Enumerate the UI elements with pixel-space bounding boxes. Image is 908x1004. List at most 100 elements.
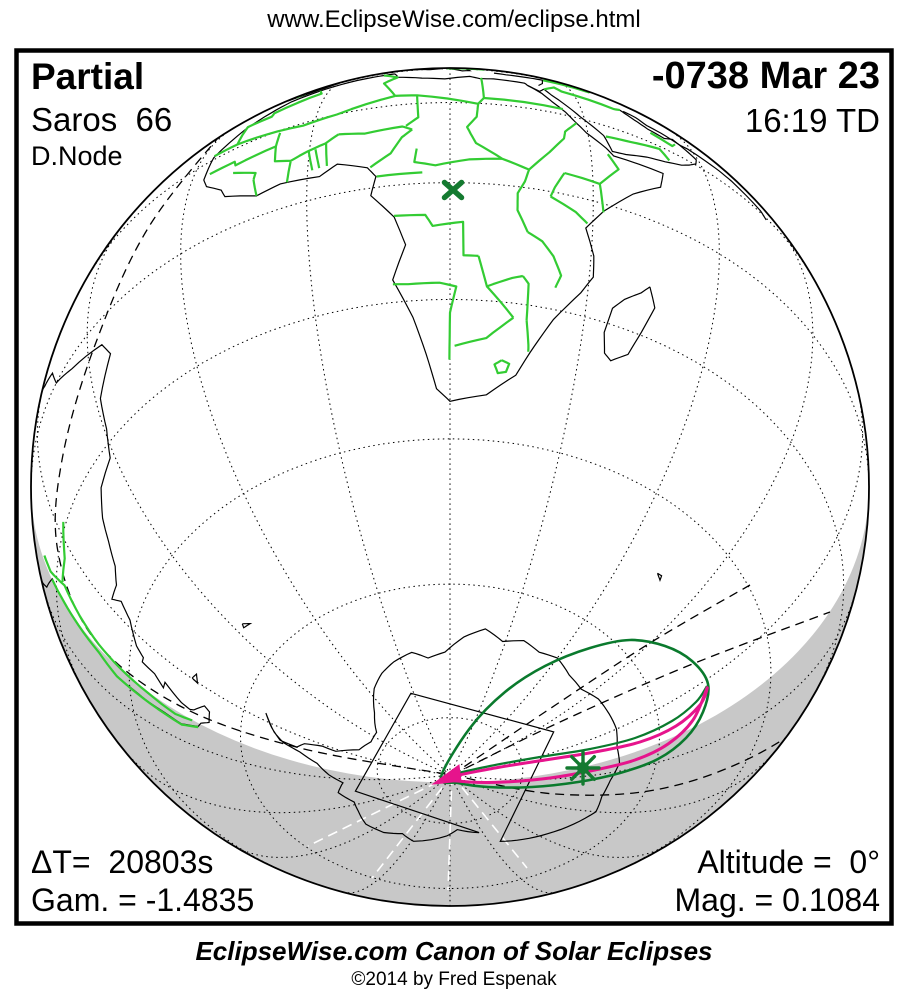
country-border-path [527, 231, 563, 289]
country-border-path [394, 213, 479, 257]
country-border-path [307, 151, 314, 171]
parallel-line [31, 182, 869, 488]
meridian-line [343, 774, 451, 894]
coastline-path [265, 628, 621, 843]
coastline-path [603, 286, 656, 362]
map-frame-border [14, 48, 894, 926]
country-border-path [516, 169, 531, 233]
eclipse-time: 16:19 TD [744, 102, 880, 139]
country-border-path [392, 281, 458, 360]
country-border-path [338, 125, 413, 136]
coastline-path [241, 623, 253, 629]
night-side-dashed-line [451, 774, 528, 869]
meridian-line [449, 128, 720, 776]
country-border-path [493, 359, 511, 375]
graticule [31, 68, 869, 906]
country-border-path [237, 94, 396, 146]
meridian-line [180, 128, 451, 776]
country-border-path [477, 255, 524, 288]
altitude-value: Altitude = 0° [697, 844, 880, 880]
country-border-path [605, 135, 671, 162]
meridian-line [449, 394, 864, 776]
country-border-path [649, 131, 676, 148]
country-border-path [252, 179, 258, 197]
eclipse-limit-dashed-line [451, 611, 831, 776]
meridian-line [86, 230, 451, 776]
night-side-dashed-line [447, 774, 453, 891]
country-border-path [483, 96, 564, 111]
country-border-path [61, 521, 66, 583]
country-border-path [413, 148, 503, 167]
meridian-line [449, 82, 594, 776]
coastline-path [493, 72, 544, 81]
country-border-path [543, 86, 621, 112]
subsolar-x-marker [441, 179, 465, 201]
parallel-line [239, 583, 661, 889]
country-border-path [454, 316, 515, 347]
coastline-path [527, 85, 545, 93]
header-url: www.EclipseWise.com/eclipse.html [267, 6, 641, 33]
coastline-path [538, 80, 544, 87]
delta-t-value: ΔT= 20803s [31, 844, 214, 880]
meridian-line [449, 749, 777, 814]
coastline-path [191, 672, 199, 685]
coastline-path [622, 110, 767, 221]
country-border-path [599, 153, 620, 185]
country-border-path [376, 171, 423, 178]
meridian-line [306, 82, 451, 776]
country-border-path [369, 128, 413, 169]
parallel-line [55, 298, 845, 689]
penumbra-inner-curve [444, 685, 708, 778]
country-border-path [598, 183, 605, 213]
country-border-path [233, 171, 257, 181]
meridian-line [449, 230, 814, 776]
country-border-path [550, 195, 589, 225]
country-border-path [480, 77, 485, 99]
footer-title: EclipseWise.com Canon of Solar Eclipses [195, 936, 713, 966]
globe-disk [31, 68, 869, 906]
country-border-path [525, 320, 530, 352]
country-border-path [549, 172, 566, 197]
gamma-value: Gam. = -1.4835 [31, 882, 255, 918]
country-border-path [51, 578, 199, 729]
country-border-path [325, 143, 328, 166]
greatest-eclipse-star-marker [565, 750, 601, 786]
country-border-path [486, 285, 515, 319]
meridian-line [449, 774, 557, 894]
meridian-line [43, 588, 451, 781]
coastline-path [543, 88, 697, 166]
maximum-eclipse-wedge [431, 764, 462, 785]
country-border-path [43, 555, 193, 722]
country-border-path [382, 74, 399, 97]
eclipse-date: -0738 Mar 23 [651, 55, 880, 97]
night-side-dashed-line [371, 774, 453, 879]
footer-copyright: ©2014 by Fred Espenak [351, 969, 557, 990]
parallel-line [89, 101, 811, 273]
night-side-dashed-line [307, 774, 453, 847]
country-border-path [522, 275, 530, 321]
saros-label: Saros 66 [31, 101, 173, 138]
night-region [31, 487, 869, 906]
magnitude-value: Mag. = 0.1084 [674, 882, 880, 918]
coastline-path [203, 73, 664, 402]
eclipse-type-label: Partial [31, 56, 145, 97]
country-border-path [285, 161, 292, 183]
eclipse-limit-dashed-line [54, 111, 453, 776]
coastline-path [656, 572, 663, 583]
country-border-path [564, 171, 601, 185]
node-label: D.Node [31, 141, 123, 171]
country-border-path [528, 122, 578, 171]
parallel-line [128, 438, 772, 881]
country-border-path [405, 95, 420, 127]
country-border-path [273, 133, 340, 163]
country-border-path [314, 149, 321, 169]
meridian-line [36, 394, 451, 776]
globe-outline [30, 67, 870, 907]
parallel-line [376, 717, 524, 824]
meridian-line [123, 749, 451, 814]
country-border-path [395, 94, 485, 105]
eclipse-limit-dashed-line [451, 584, 751, 776]
country-border-path [209, 132, 282, 176]
